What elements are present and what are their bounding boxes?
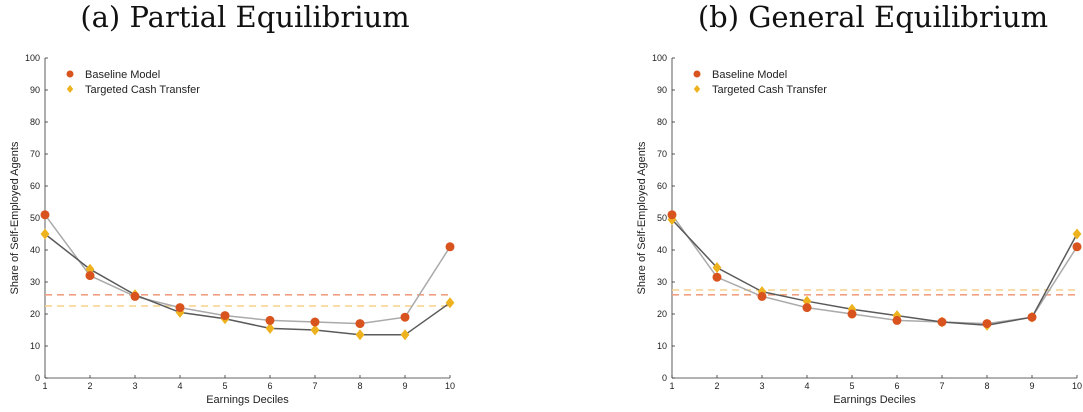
panel-b-targeted-point [712,262,722,274]
panel-a-legend-baseline-marker [66,70,74,78]
panel-a-title: (a) Partial Equilibrium [80,0,410,34]
panel-b-y-tick-label: 20 [657,309,667,319]
panel-b-y-tick-label: 10 [657,341,667,351]
panel-a-y-tick-label: 30 [30,277,40,287]
panel-b-baseline-point [892,315,902,325]
panel-b-x-tick-label: 8 [984,381,989,391]
panel-b-baseline-point [937,317,947,327]
panel-a-targeted-point [400,329,410,341]
panel-a-x-tick-label: 6 [267,381,272,391]
panel-b-legend-targeted-label: Targeted Cash Transfer [712,84,827,96]
panel-a-x-tick-label: 7 [312,381,317,391]
panel-a-baseline-point [175,303,185,313]
panel-b-legend-baseline-label: Baseline Model [712,69,787,81]
panel-b-targeted-series-line [671,219,1078,326]
panel-a-legend-targeted-label: Targeted Cash Transfer [85,84,200,96]
panel-b-baseline-point [1027,312,1037,322]
panel-a-x-tick-label: 3 [132,381,137,391]
panel-a-legend-targeted-marker [66,85,74,93]
panel-b-x-tick-label: 6 [894,381,899,391]
panel-b-x-tick-label: 2 [714,381,719,391]
panel-a-x-tick-label: 5 [222,381,227,391]
panel-a-targeted-point [445,297,455,309]
panel-a-baseline-point [265,315,275,325]
panel-a-y-tick-label: 80 [30,117,40,127]
panel-b-y-tick-label: 100 [652,53,667,63]
panel-b-legend-targeted-marker [693,85,701,93]
panel-a-baseline-point [355,319,365,329]
panel-b-x-tick-label: 3 [759,381,764,391]
panel-b-baseline-point [982,319,992,329]
panel-b-baseline-point [667,210,677,220]
panel-b-x-tick-label: 5 [849,381,854,391]
panel-a-y-tick-label: 50 [30,213,40,223]
panel-a-y-tick-label: 60 [30,181,40,191]
panel-a-y-tick-label: 100 [25,53,40,63]
panel-b-baseline-point [802,303,812,313]
panel-b-title: (b) General Equilibrium [697,0,1049,34]
panel-b-x-tick-label: 9 [1029,381,1034,391]
panel-b-x-tick-label: 10 [1072,381,1082,391]
panel-a-x-tick-label: 10 [445,381,455,391]
panel-a-targeted-point [310,324,320,336]
panel-a-legend-baseline-label: Baseline Model [85,69,160,81]
panel-b-y-tick-label: 50 [657,213,667,223]
panel-a-baseline-point [85,271,95,281]
panel-b-y-tick-label: 70 [657,149,667,159]
panel-a-x-tick-label: 1 [42,381,47,391]
panel-a-x-axis-label: Earnings Deciles [206,394,289,406]
panel-a-baseline-series-line [44,214,451,325]
panel-a-baseline-point [445,242,455,252]
panel-a-x-tick-label: 4 [177,381,182,391]
panel-b-targeted-point [1072,228,1082,240]
panel-b-baseline-point [847,309,857,319]
panel-b-baseline-point [1072,242,1082,252]
panel-a-baseline-point [310,317,320,327]
panel-b-x-axis-label: Earnings Deciles [833,394,916,406]
panel-b-x-tick-label: 4 [804,381,809,391]
panel-b-legend-baseline-marker [693,70,701,78]
panel-a-baseline-point [130,291,140,301]
panel-a-y-tick-label: 20 [30,309,40,319]
panel-b-x-tick-label: 7 [939,381,944,391]
panel-a-baseline-point [220,311,230,321]
panel-a-y-axis-label: Share of Self-Employed Agents [9,141,21,294]
panel-b-y-tick-label: 30 [657,277,667,287]
panel-b-y-tick-label: 80 [657,117,667,127]
panel-a-y-tick-label: 0 [35,373,40,383]
panel-a-y-tick-label: 90 [30,85,40,95]
panel-a-baseline-point [400,312,410,322]
panel-a-x-tick-label: 9 [402,381,407,391]
panel-a-x-tick-label: 2 [87,381,92,391]
panel-a-x-tick-label: 8 [357,381,362,391]
panel-b-y-tick-label: 90 [657,85,667,95]
panel-b-baseline-point [712,272,722,282]
panel-a-targeted-series-line [44,233,451,336]
panel-b-y-tick-label: 40 [657,245,667,255]
panel-a-y-tick-label: 10 [30,341,40,351]
panel-b-y-axis-label: Share of Self-Employed Agents [636,141,648,294]
panel-a-y-tick-label: 70 [30,149,40,159]
panel-a-baseline-point [40,210,50,220]
panel-a-targeted-point [355,329,365,341]
panel-b-y-tick-label: 60 [657,181,667,191]
panel-b-baseline-point [757,291,767,301]
panel-a-y-tick-label: 40 [30,245,40,255]
panel-b-baseline-series-line [671,214,1078,325]
panel-a-targeted-point [40,228,50,240]
panel-a-targeted-point [265,322,275,334]
panel-b-y-tick-label: 0 [662,373,667,383]
panel-b-x-tick-label: 1 [669,381,674,391]
